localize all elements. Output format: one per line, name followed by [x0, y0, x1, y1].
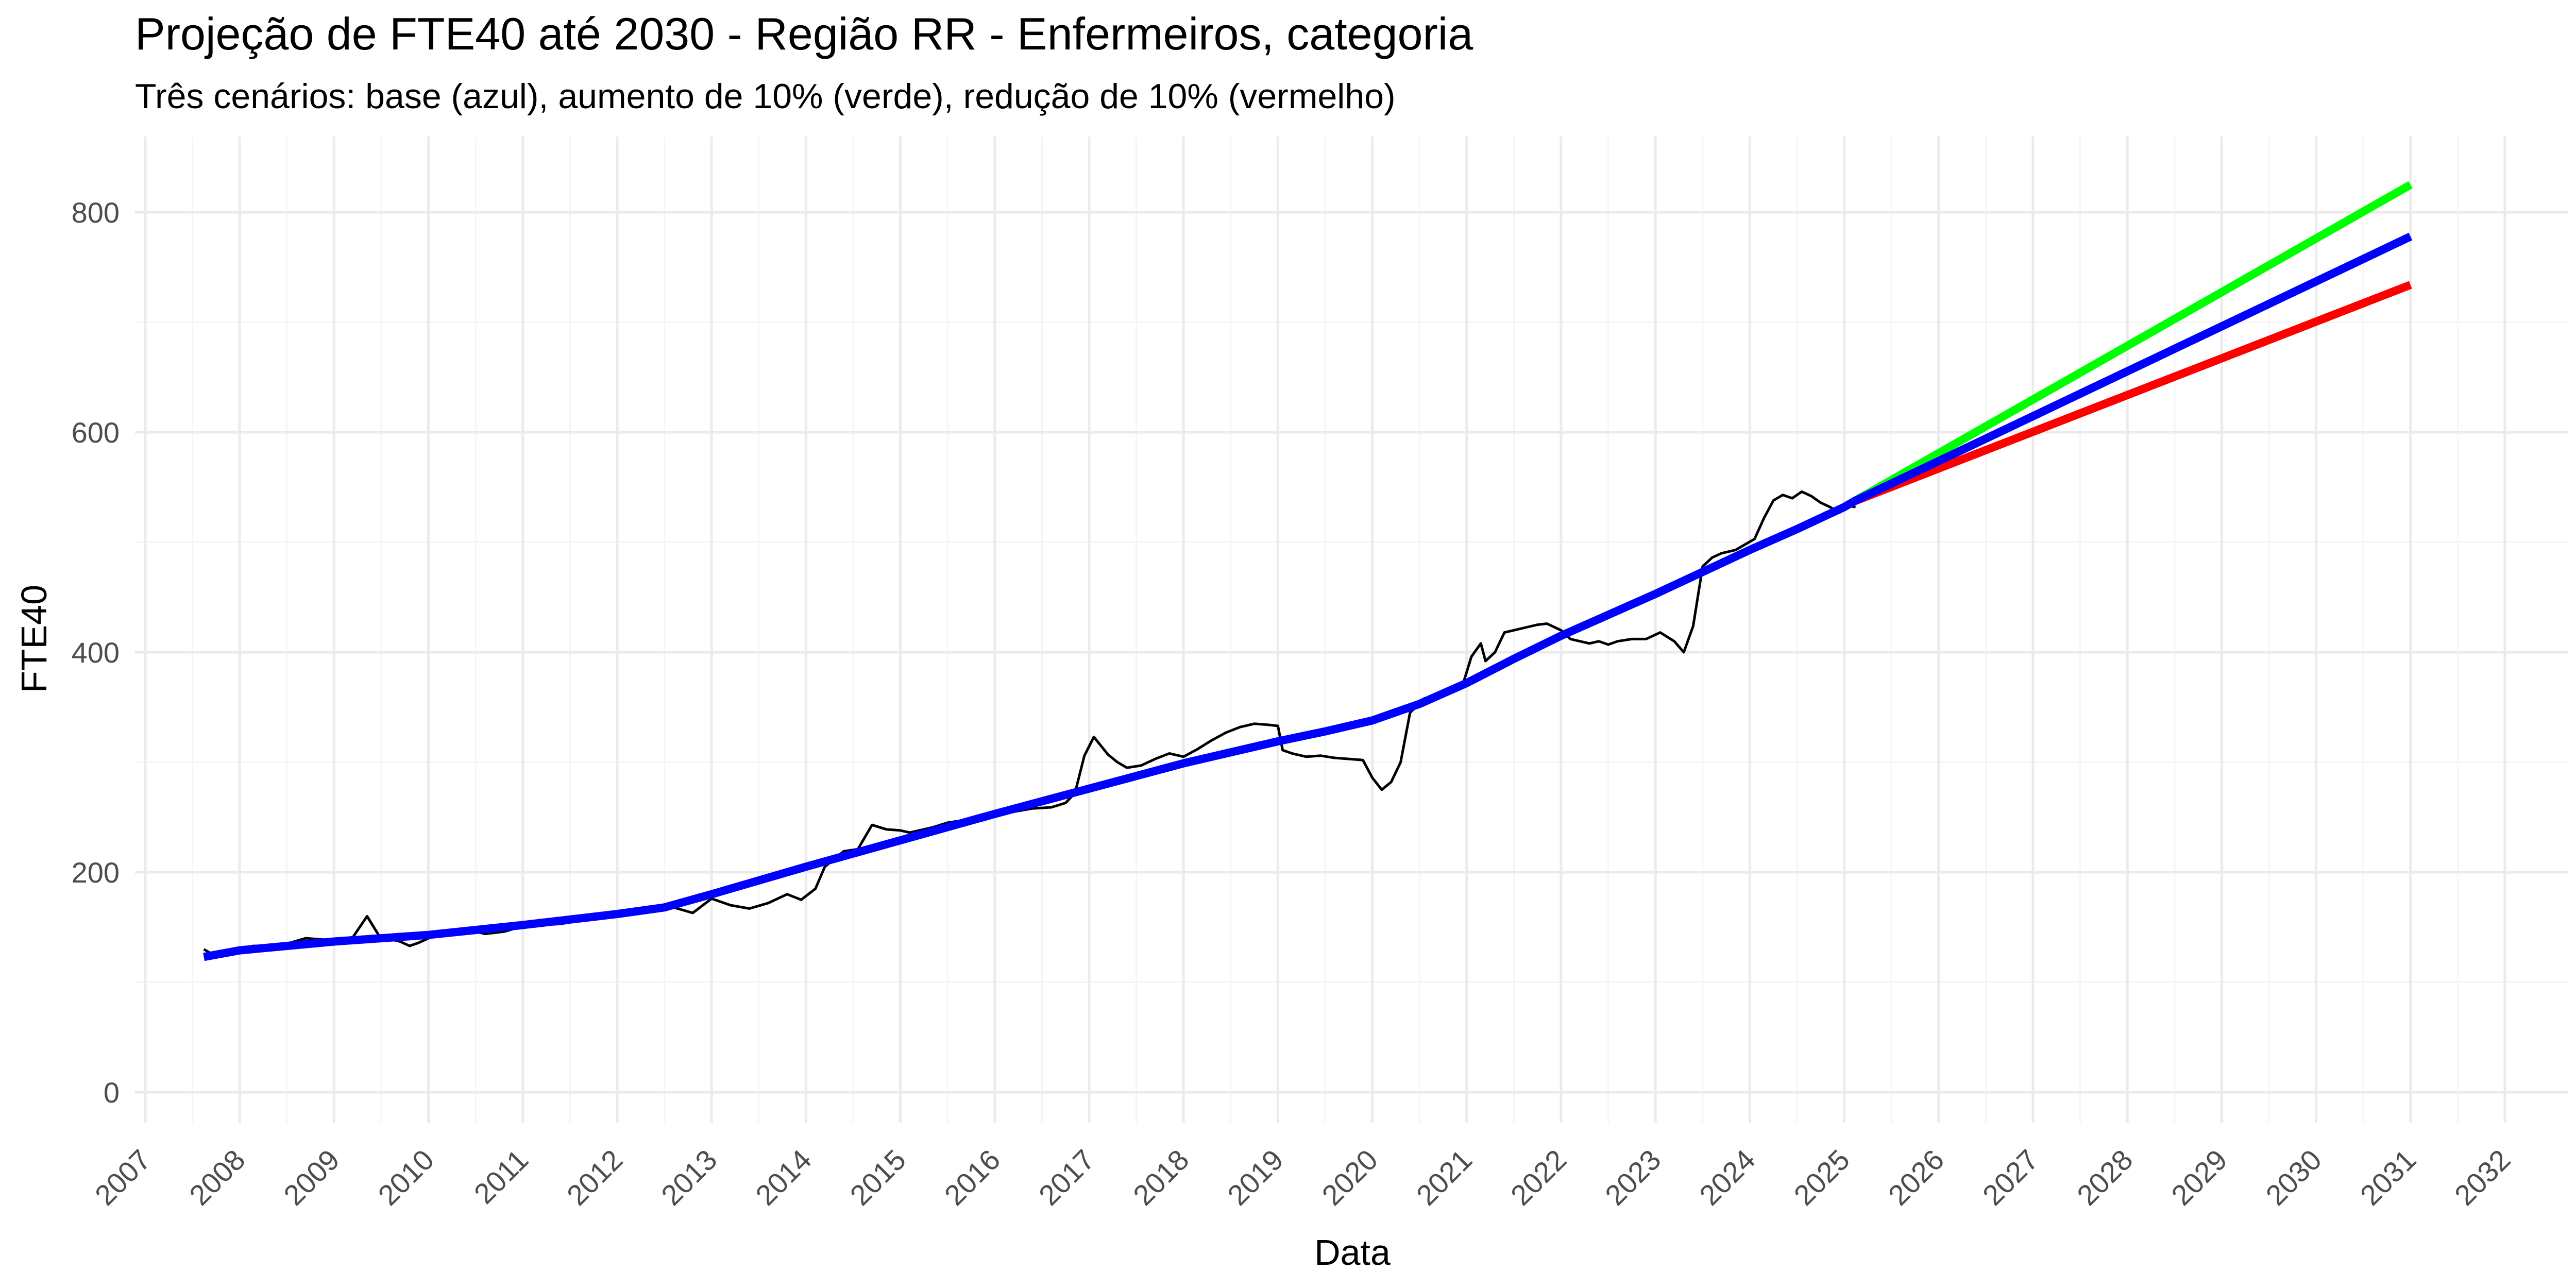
y-tick-label: 400	[72, 636, 120, 669]
y-tick-label: 800	[72, 196, 120, 229]
chart-subtitle: Três cenários: base (azul), aumento de 1…	[135, 77, 1396, 116]
base-projection-line	[1852, 232, 2413, 505]
y-tick-label: 600	[72, 416, 120, 449]
x-axis-title: Data	[1314, 1232, 1391, 1273]
chart-title: Projeção de FTE40 até 2030 - Região RR -…	[135, 8, 1473, 59]
y-tick-label: 200	[72, 856, 120, 889]
base-fit-line	[203, 498, 1856, 961]
increase-scenario-line	[1851, 181, 2413, 505]
decrease-scenario-line	[1852, 281, 2412, 505]
y-tick-label: 0	[104, 1076, 120, 1109]
series-layer	[203, 181, 2413, 961]
y-axis-title: FTE40	[14, 585, 54, 693]
